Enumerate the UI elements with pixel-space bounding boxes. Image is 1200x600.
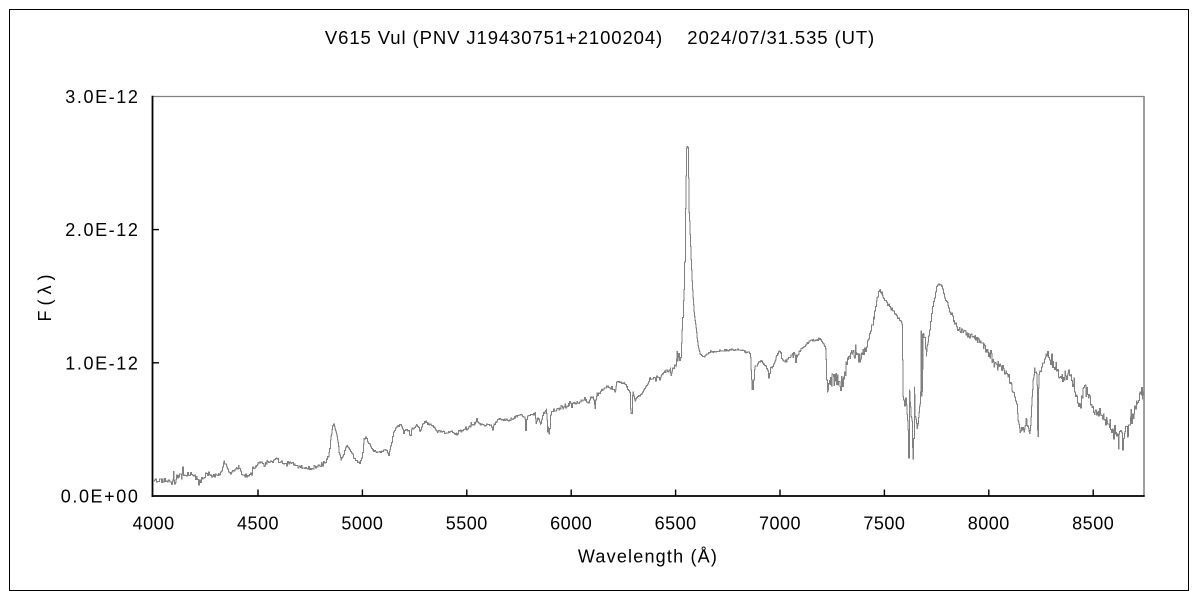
svg-text:6000: 6000 — [550, 514, 592, 534]
svg-text:1.0E-12: 1.0E-12 — [65, 353, 139, 373]
svg-text:8500: 8500 — [1072, 514, 1114, 534]
svg-text:V615 Vul (PNV J19430751+210020: V615 Vul (PNV J19430751+2100204) 2024/07… — [325, 27, 875, 48]
svg-text:7500: 7500 — [863, 514, 905, 534]
svg-text:4500: 4500 — [237, 514, 279, 534]
svg-text:8000: 8000 — [968, 514, 1010, 534]
svg-text:3.0E-12: 3.0E-12 — [65, 87, 139, 107]
svg-text:6500: 6500 — [655, 514, 697, 534]
svg-text:5000: 5000 — [341, 514, 383, 534]
svg-text:F(λ): F(λ) — [35, 270, 55, 322]
svg-text:0.0E+00: 0.0E+00 — [61, 487, 140, 507]
svg-text:7000: 7000 — [759, 514, 801, 534]
svg-text:Wavelength (Å): Wavelength (Å) — [578, 547, 718, 567]
svg-text:2.0E-12: 2.0E-12 — [65, 220, 139, 240]
svg-text:5500: 5500 — [446, 514, 488, 534]
svg-text:4000: 4000 — [133, 514, 175, 534]
